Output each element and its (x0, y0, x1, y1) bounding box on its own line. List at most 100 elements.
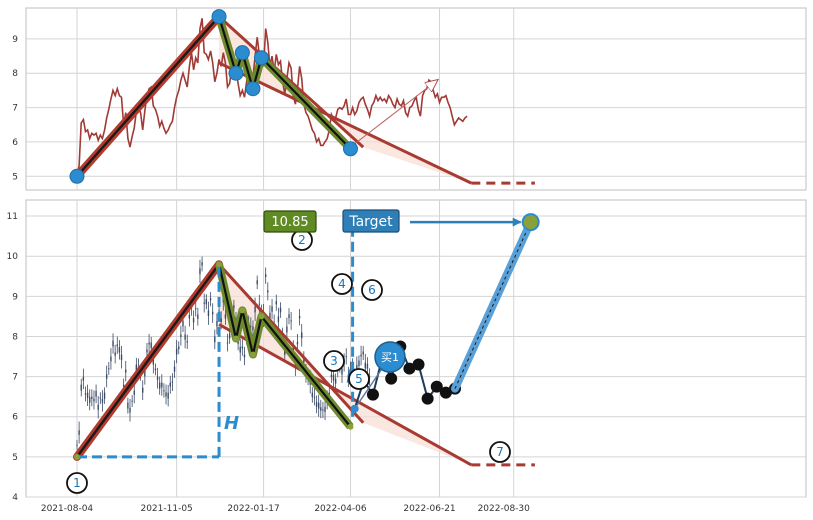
candle-body (205, 299, 208, 305)
projection-point (366, 388, 379, 401)
candle-body (218, 310, 220, 312)
candle-body (241, 346, 244, 349)
candle-body (334, 378, 337, 384)
top-y-tick: 7 (12, 104, 18, 114)
price-label-box (263, 210, 317, 233)
price-label-text: 10.85 (271, 215, 308, 230)
candle-body (144, 370, 146, 377)
candle-body (82, 377, 85, 381)
buy-badge-label: 买1 (381, 351, 399, 364)
bottom-x-tick: 2022-01-17 (227, 504, 279, 514)
top-pattern-point (211, 9, 227, 25)
top-gridlines (26, 8, 806, 190)
pattern-point-label: 1 (73, 476, 81, 490)
candle-body (120, 354, 123, 361)
candle-body (366, 363, 369, 369)
candle-body (341, 368, 343, 375)
candle-body (178, 346, 180, 350)
candle-body (315, 402, 318, 407)
candle-body (264, 274, 267, 278)
candle-body (99, 397, 102, 399)
candle-body (184, 334, 186, 340)
top-pattern-overlays (69, 9, 535, 185)
candle-body (356, 365, 358, 371)
candle-body (226, 342, 229, 344)
candle-body (135, 364, 138, 371)
candle-body (358, 360, 360, 367)
candle-body (76, 444, 78, 446)
candle-body (169, 382, 171, 387)
candle-body (86, 392, 89, 398)
candle-body (182, 320, 184, 327)
candle-body (203, 302, 205, 304)
pattern-point-circle (489, 441, 511, 463)
candle-body (330, 374, 333, 378)
candle-body (269, 312, 271, 319)
bottom-y-tick: 8 (12, 332, 18, 342)
bottom-y-tick: 5 (12, 453, 18, 463)
candle-body (78, 430, 80, 435)
candle-body (199, 268, 201, 275)
target-point (521, 213, 540, 232)
pattern-point-dot (74, 453, 80, 460)
candle-body (288, 314, 290, 319)
candle-body (201, 262, 203, 266)
top-pattern-point (253, 50, 269, 66)
candle-body (252, 326, 254, 331)
pattern-point-circle (66, 472, 88, 494)
candle-body (89, 397, 91, 403)
top-price-line (76, 18, 468, 175)
candle-body (84, 393, 87, 395)
candle-body (271, 306, 273, 312)
candle-body (112, 340, 114, 347)
candle-body (114, 352, 116, 356)
bottom-x-tick: 2022-04-06 (314, 504, 367, 514)
candle-body (328, 392, 330, 395)
candle-body (156, 376, 159, 380)
top-pattern-point (342, 141, 358, 157)
candle-body (267, 290, 269, 293)
top-pattern-point (228, 65, 244, 81)
candle-body (243, 354, 246, 358)
candle-body (286, 326, 288, 333)
candle-body (97, 404, 99, 410)
candle-body (207, 310, 210, 317)
top-y-tick-labels: 5 6 7 8 9 (12, 35, 18, 182)
pattern-point-label: 3 (330, 354, 338, 368)
pattern-point-circle (331, 273, 353, 295)
candle-body (298, 316, 301, 319)
candle-body (209, 298, 212, 301)
candle-body (175, 348, 178, 355)
candle-body (301, 332, 303, 339)
pattern-point-label: 6 (368, 283, 376, 297)
candle-body (146, 349, 148, 353)
target-label-text: Target (348, 214, 393, 230)
pattern-point-label: 4 (338, 277, 346, 291)
candle-body (311, 392, 314, 398)
buy-point (350, 404, 359, 413)
candle-body (233, 305, 235, 309)
candle-body (345, 356, 347, 358)
candle-body (133, 390, 135, 395)
pattern-point-dot (233, 335, 239, 342)
candle-body (284, 350, 286, 355)
candle-body (290, 320, 292, 322)
candle-body (127, 402, 129, 409)
candle-body (118, 347, 121, 353)
bottom-y-tick: 4 (12, 493, 18, 503)
top-pattern-point (234, 45, 250, 61)
candle-body (362, 351, 364, 355)
pattern-point-label: 5 (355, 372, 363, 386)
candle-body (256, 280, 258, 285)
candle-body (224, 314, 227, 319)
bottom-wedge-lower (218, 323, 473, 467)
bottom-y-tick: 11 (7, 212, 18, 222)
candle-body (332, 374, 335, 381)
projection-point (421, 392, 434, 405)
candle-body (108, 368, 110, 370)
candle-body (180, 334, 182, 337)
bottom-plot-area (25, 199, 807, 498)
bottom-y-tick: 6 (12, 413, 18, 423)
top-pattern-point (245, 81, 261, 97)
